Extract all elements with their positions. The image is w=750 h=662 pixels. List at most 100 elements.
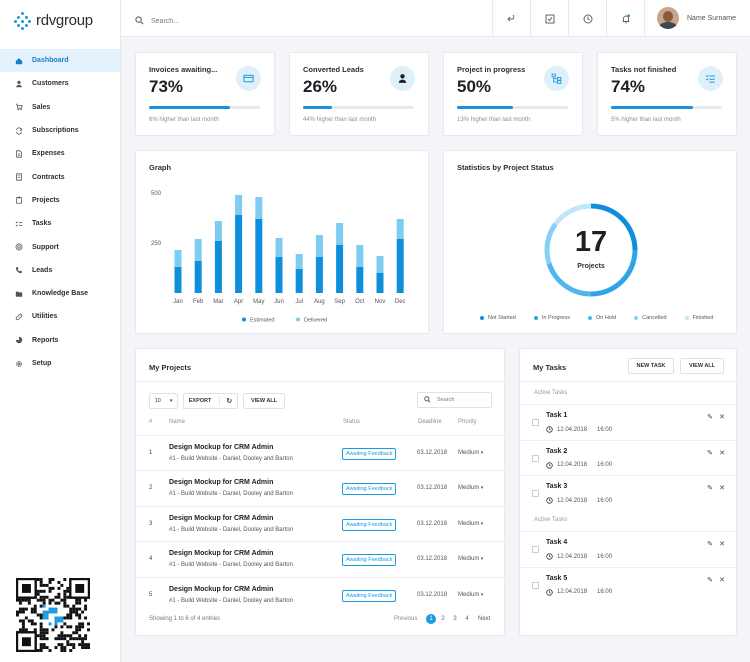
close-icon[interactable]: ✕ (719, 576, 725, 584)
edit-icon[interactable]: ✎ (707, 485, 713, 493)
project-name[interactable]: Design Mockup for CRM Admin (169, 444, 274, 451)
priority-value: Medium (458, 556, 480, 563)
tasks-button[interactable] (530, 0, 569, 37)
close-icon[interactable]: ✕ (719, 541, 725, 548)
notifications-button[interactable] (606, 0, 645, 37)
project-name[interactable]: Design Mockup for CRM Admin (169, 479, 274, 487)
task-datetime: 12.04.2018 16:00 (546, 461, 613, 469)
priority-value: Medium (458, 520, 480, 527)
sidebar-item-projects[interactable]: Projects (0, 189, 120, 212)
clipboard-icon (15, 196, 23, 205)
edit-icon[interactable]: ✎ (707, 414, 713, 421)
edit-icon[interactable]: ✎ (707, 449, 713, 457)
projects-search[interactable]: Search (417, 392, 492, 408)
project-name[interactable]: Design Mockup for CRM Admin (169, 585, 274, 593)
priority-value: Medium (458, 591, 480, 598)
task-checkbox[interactable] (532, 490, 539, 498)
table-row[interactable]: 5 Design Mockup for CRM Admin #1 - Build W… (136, 576, 505, 612)
edit-icon[interactable]: ✎ (707, 541, 713, 548)
table-row[interactable]: 1 Design Mockup for CRM Admin #1 - Build W… (136, 435, 505, 470)
pagination-page[interactable]: 1 (426, 614, 436, 624)
undo-button[interactable] (492, 0, 531, 37)
sidebar-item-dashboard[interactable]: Dashboard (0, 49, 120, 73)
edit-icon[interactable]: ✎ (707, 576, 713, 584)
tasks-view-all-button[interactable]: VIEW ALL (680, 358, 724, 374)
sidebar-item-label: Projects (32, 196, 60, 204)
task-item[interactable]: Task 4 12.04.2018 16:00 ✎ ✕ (520, 531, 738, 567)
pagination-page[interactable]: 3 (453, 616, 457, 622)
sidebar-item-label: Contracts (32, 173, 65, 181)
pagination-page[interactable]: 2 (441, 616, 445, 622)
sidebar-item-customers[interactable]: Customers (0, 72, 120, 95)
task-time: 16:00 (597, 497, 613, 504)
close-icon[interactable]: ✕ (719, 414, 725, 421)
legend-label: Delivered (304, 318, 327, 324)
task-time: 16:00 (597, 426, 613, 433)
close-icon[interactable]: ✕ (719, 449, 725, 457)
pagination-prev[interactable]: Previous (394, 616, 418, 622)
search-input[interactable] (151, 17, 271, 25)
sidebar-item-subscriptions[interactable]: Subscriptions (0, 119, 120, 142)
clock-icon (546, 553, 557, 560)
sidebar-item-setup[interactable]: Setup (0, 352, 120, 375)
donut-slice (590, 203, 638, 251)
user-menu[interactable]: Name Surname (657, 7, 736, 29)
sidebar-item-label: Leads (32, 266, 53, 274)
bar-chart: 250 500 Jan Feb Mar Apr May Jun Jul Aug Sep Oct Nov D… (151, 191, 406, 324)
priority-select[interactable]: Medium ▾ (458, 556, 483, 562)
sidebar-item-expenses[interactable]: Expenses (0, 142, 120, 165)
history-button[interactable] (568, 0, 607, 37)
donut-legend: Not Started In Progress On Hold Cancelled Fi… (480, 315, 731, 321)
new-task-button[interactable]: NEW TASK (628, 358, 674, 374)
task-checkbox[interactable] (532, 581, 539, 589)
priority-select[interactable]: Medium ▾ (458, 485, 483, 491)
task-time: 16:00 (597, 462, 613, 469)
row-number: 5 (149, 591, 153, 598)
table-row[interactable]: 3 Design Mockup for CRM Admin #1 - Build W… (136, 505, 505, 541)
priority-select[interactable]: Medium ▾ (458, 592, 483, 598)
checkbox-icon (545, 14, 555, 23)
legend-dot (242, 317, 246, 322)
task-item[interactable]: Task 5 12.04.2018 16:00 ✎ ✕ (520, 566, 738, 603)
user-icon (15, 80, 23, 88)
x-tick-label: Mar (213, 299, 223, 305)
table-row[interactable]: 4 Design Mockup for CRM Admin #1 - Build W… (136, 541, 505, 576)
priority-select[interactable]: Medium ▾ (458, 450, 483, 456)
sidebar-item-sales[interactable]: Sales (0, 96, 120, 119)
project-name[interactable]: Design Mockup for CRM Admin (169, 514, 274, 522)
brand-name: rdvgroup (36, 12, 93, 29)
sidebar-item-utilities[interactable]: Utilities (0, 305, 120, 328)
task-datetime: 12.04.2018 16:00 (546, 588, 612, 596)
table-row[interactable]: 2 Design Mockup for CRM Admin #1 - Build W… (136, 470, 505, 505)
stat-title: Project in progress (457, 65, 526, 74)
sidebar-item-support[interactable]: Support (0, 235, 120, 258)
task-item[interactable]: Task 2 12.04.2018 16:00 ✎ ✕ (520, 439, 738, 476)
page-size-select[interactable]: 10 ▾ (149, 393, 178, 409)
bar-delivered (255, 197, 263, 219)
contract-icon (15, 173, 23, 181)
pagination-page[interactable]: 4 (465, 616, 469, 622)
project-name[interactable]: Design Mockup for CRM Admin (169, 550, 274, 558)
sidebar-item-leads[interactable]: Leads (0, 259, 120, 282)
logo[interactable]: rdvgroup (14, 12, 93, 30)
stat-note: 13% higher than last month (457, 117, 531, 123)
clock-icon (546, 426, 557, 433)
legend-item: Cancelled (634, 315, 667, 321)
task-checkbox[interactable] (532, 419, 539, 426)
priority-select[interactable]: Medium ▾ (458, 521, 483, 527)
x-tick-label: Apr (234, 299, 243, 305)
close-icon[interactable]: ✕ (719, 485, 725, 493)
task-checkbox[interactable] (532, 454, 539, 462)
pagination-next[interactable]: Next (478, 616, 491, 622)
projects-view-all-button[interactable]: VIEW ALL (243, 393, 285, 409)
task-item[interactable]: Task 3 12.04.2018 16:00 ✎ ✕ (520, 475, 738, 511)
clock-icon (583, 14, 593, 23)
task-item[interactable]: Task 1 12.04.2018 16:00 ✎ ✕ (520, 404, 738, 440)
sidebar-item-reports[interactable]: Reports (0, 329, 120, 352)
task-checkbox[interactable] (532, 546, 539, 553)
sidebar-item-tasks[interactable]: Tasks (0, 212, 120, 235)
sidebar-item-knowledge-base[interactable]: Knowledge Base (0, 282, 120, 305)
export-button[interactable]: EXPORT ↻ (183, 393, 238, 409)
sidebar-item-contracts[interactable]: Contracts (0, 165, 120, 188)
bar-estimated (315, 257, 323, 293)
